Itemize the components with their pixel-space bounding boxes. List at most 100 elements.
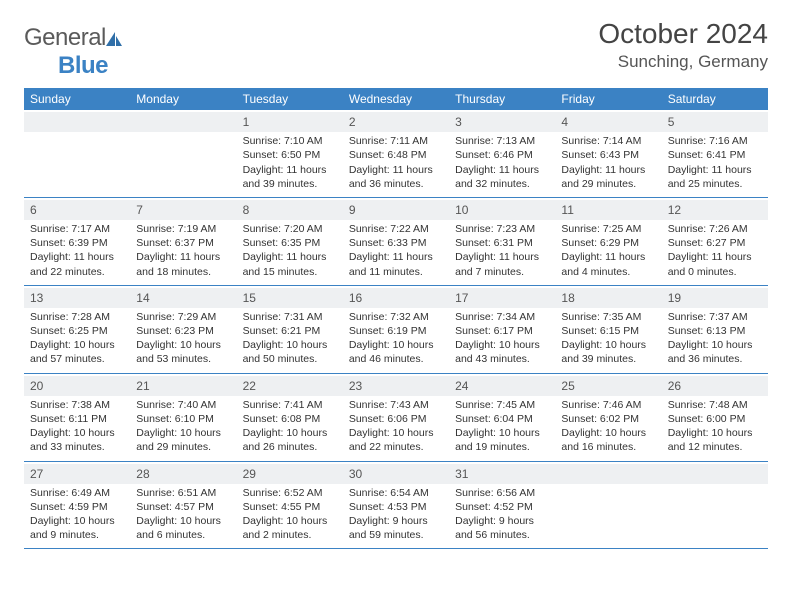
logo-word2: Blue (58, 52, 108, 79)
daylight-line: Daylight: 10 hours and 6 minutes. (136, 514, 230, 542)
day-number: 17 (449, 288, 555, 308)
logo-word1: General (24, 24, 106, 51)
sunrise-line: Sunrise: 6:54 AM (349, 486, 443, 500)
day-cell: 31Sunrise: 6:56 AMSunset: 4:52 PMDayligh… (449, 461, 555, 549)
sunrise-line: Sunrise: 6:51 AM (136, 486, 230, 500)
sunrise-line: Sunrise: 7:23 AM (455, 222, 549, 236)
day-number: . (24, 112, 130, 132)
daylight-line: Daylight: 11 hours and 7 minutes. (455, 250, 549, 278)
weekday-saturday: Saturday (662, 88, 768, 110)
sunrise-line: Sunrise: 7:45 AM (455, 398, 549, 412)
empty-cell: . (555, 461, 661, 549)
day-number: . (555, 464, 661, 484)
day-number: . (130, 112, 236, 132)
day-number: 1 (237, 112, 343, 132)
sunrise-line: Sunrise: 7:22 AM (349, 222, 443, 236)
day-number: 8 (237, 200, 343, 220)
sunset-line: Sunset: 6:33 PM (349, 236, 443, 250)
day-cell: 27Sunrise: 6:49 AMSunset: 4:59 PMDayligh… (24, 461, 130, 549)
daylight-line: Daylight: 11 hours and 32 minutes. (455, 163, 549, 191)
title-block: October 2024 Sunching, Germany (598, 18, 768, 72)
sunrise-line: Sunrise: 7:29 AM (136, 310, 230, 324)
sunset-line: Sunset: 6:15 PM (561, 324, 655, 338)
sunrise-line: Sunrise: 7:46 AM (561, 398, 655, 412)
daylight-line: Daylight: 10 hours and 39 minutes. (561, 338, 655, 366)
day-cell: 24Sunrise: 7:45 AMSunset: 6:04 PMDayligh… (449, 373, 555, 461)
sunrise-line: Sunrise: 7:37 AM (668, 310, 762, 324)
day-number: 12 (662, 200, 768, 220)
week-row: ..1Sunrise: 7:10 AMSunset: 6:50 PMDaylig… (24, 110, 768, 197)
logo-text: General Blue (24, 24, 124, 80)
daylight-line: Daylight: 10 hours and 53 minutes. (136, 338, 230, 366)
day-cell: 1Sunrise: 7:10 AMSunset: 6:50 PMDaylight… (237, 110, 343, 197)
sunset-line: Sunset: 6:21 PM (243, 324, 337, 338)
day-cell: 2Sunrise: 7:11 AMSunset: 6:48 PMDaylight… (343, 110, 449, 197)
daylight-line: Daylight: 10 hours and 26 minutes. (243, 426, 337, 454)
sunrise-line: Sunrise: 7:28 AM (30, 310, 124, 324)
daylight-line: Daylight: 10 hours and 9 minutes. (30, 514, 124, 542)
day-cell: 17Sunrise: 7:34 AMSunset: 6:17 PMDayligh… (449, 285, 555, 373)
day-number: 26 (662, 376, 768, 396)
daylight-line: Daylight: 10 hours and 36 minutes. (668, 338, 762, 366)
sunset-line: Sunset: 4:53 PM (349, 500, 443, 514)
location: Sunching, Germany (598, 52, 768, 72)
daylight-line: Daylight: 9 hours and 59 minutes. (349, 514, 443, 542)
day-cell: 22Sunrise: 7:41 AMSunset: 6:08 PMDayligh… (237, 373, 343, 461)
weekday-friday: Friday (555, 88, 661, 110)
sunset-line: Sunset: 4:57 PM (136, 500, 230, 514)
daylight-line: Daylight: 11 hours and 0 minutes. (668, 250, 762, 278)
weekday-wednesday: Wednesday (343, 88, 449, 110)
week-row: 20Sunrise: 7:38 AMSunset: 6:11 PMDayligh… (24, 373, 768, 461)
sunset-line: Sunset: 6:35 PM (243, 236, 337, 250)
week-row: 27Sunrise: 6:49 AMSunset: 4:59 PMDayligh… (24, 461, 768, 549)
daylight-line: Daylight: 11 hours and 11 minutes. (349, 250, 443, 278)
empty-cell: . (130, 110, 236, 197)
sunset-line: Sunset: 4:55 PM (243, 500, 337, 514)
day-number: 15 (237, 288, 343, 308)
day-cell: 10Sunrise: 7:23 AMSunset: 6:31 PMDayligh… (449, 197, 555, 285)
day-cell: 20Sunrise: 7:38 AMSunset: 6:11 PMDayligh… (24, 373, 130, 461)
day-number: 11 (555, 200, 661, 220)
sunrise-line: Sunrise: 7:11 AM (349, 134, 443, 148)
sunrise-line: Sunrise: 7:16 AM (668, 134, 762, 148)
day-number: 19 (662, 288, 768, 308)
weekday-sunday: Sunday (24, 88, 130, 110)
weekday-monday: Monday (130, 88, 236, 110)
day-cell: 30Sunrise: 6:54 AMSunset: 4:53 PMDayligh… (343, 461, 449, 549)
sunrise-line: Sunrise: 7:38 AM (30, 398, 124, 412)
daylight-line: Daylight: 11 hours and 4 minutes. (561, 250, 655, 278)
day-cell: 25Sunrise: 7:46 AMSunset: 6:02 PMDayligh… (555, 373, 661, 461)
day-number: 2 (343, 112, 449, 132)
sunrise-line: Sunrise: 7:17 AM (30, 222, 124, 236)
sunrise-line: Sunrise: 7:32 AM (349, 310, 443, 324)
daylight-line: Daylight: 10 hours and 12 minutes. (668, 426, 762, 454)
daylight-line: Daylight: 10 hours and 29 minutes. (136, 426, 230, 454)
sunset-line: Sunset: 6:23 PM (136, 324, 230, 338)
day-number: 7 (130, 200, 236, 220)
day-cell: 13Sunrise: 7:28 AMSunset: 6:25 PMDayligh… (24, 285, 130, 373)
sunset-line: Sunset: 6:06 PM (349, 412, 443, 426)
weekday-tuesday: Tuesday (237, 88, 343, 110)
week-row: 6Sunrise: 7:17 AMSunset: 6:39 PMDaylight… (24, 197, 768, 285)
day-cell: 19Sunrise: 7:37 AMSunset: 6:13 PMDayligh… (662, 285, 768, 373)
month-title: October 2024 (598, 18, 768, 50)
day-cell: 15Sunrise: 7:31 AMSunset: 6:21 PMDayligh… (237, 285, 343, 373)
sunrise-line: Sunrise: 7:19 AM (136, 222, 230, 236)
day-cell: 29Sunrise: 6:52 AMSunset: 4:55 PMDayligh… (237, 461, 343, 549)
sunrise-line: Sunrise: 7:41 AM (243, 398, 337, 412)
day-cell: 12Sunrise: 7:26 AMSunset: 6:27 PMDayligh… (662, 197, 768, 285)
day-cell: 18Sunrise: 7:35 AMSunset: 6:15 PMDayligh… (555, 285, 661, 373)
header: General Blue October 2024 Sunching, Germ… (24, 18, 768, 80)
sunrise-line: Sunrise: 6:56 AM (455, 486, 549, 500)
daylight-line: Daylight: 10 hours and 2 minutes. (243, 514, 337, 542)
week-row: 13Sunrise: 7:28 AMSunset: 6:25 PMDayligh… (24, 285, 768, 373)
daylight-line: Daylight: 11 hours and 18 minutes. (136, 250, 230, 278)
daylight-line: Daylight: 9 hours and 56 minutes. (455, 514, 549, 542)
sunrise-line: Sunrise: 7:35 AM (561, 310, 655, 324)
daylight-line: Daylight: 11 hours and 25 minutes. (668, 163, 762, 191)
sunset-line: Sunset: 6:50 PM (243, 148, 337, 162)
sunrise-line: Sunrise: 6:49 AM (30, 486, 124, 500)
sunrise-line: Sunrise: 7:43 AM (349, 398, 443, 412)
sunrise-line: Sunrise: 7:20 AM (243, 222, 337, 236)
sunrise-line: Sunrise: 7:40 AM (136, 398, 230, 412)
